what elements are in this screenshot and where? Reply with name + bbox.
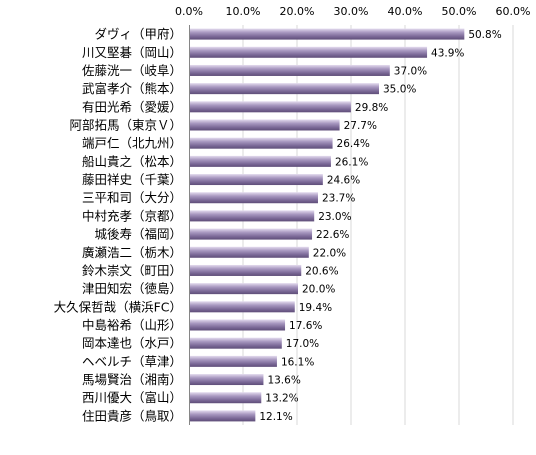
bar: [190, 301, 295, 313]
data-label: 19.4%: [299, 302, 332, 314]
bar: [190, 246, 309, 258]
x-tick-label: 0.0%: [175, 5, 203, 18]
data-label: 43.9%: [431, 47, 464, 59]
data-label: 35.0%: [383, 84, 416, 96]
bars: [190, 28, 465, 422]
data-label: 27.7%: [344, 120, 377, 132]
category-label: 佐藤洸一（岐阜）: [82, 63, 182, 78]
category-label: 岡本達也（水戸）: [82, 336, 182, 351]
x-tick-label: 10.0%: [226, 5, 261, 18]
category-label: 大久保哲哉（横浜FC）: [54, 299, 182, 314]
x-tick-label: 60.0%: [496, 5, 531, 18]
bar: [190, 410, 256, 422]
category-label: 藤田祥史（千葉）: [82, 172, 182, 187]
bar: [190, 228, 313, 240]
category-label: ヘベルチ（草津）: [82, 354, 182, 369]
x-tick-label: 20.0%: [280, 5, 315, 18]
data-label: 17.0%: [286, 338, 319, 350]
data-label: 16.1%: [281, 356, 314, 368]
bar: [190, 83, 379, 95]
data-label: 26.4%: [337, 138, 370, 150]
bar: [190, 210, 315, 222]
category-label: 城後寿（福岡）: [94, 227, 182, 242]
bar: [190, 64, 390, 76]
data-label: 23.0%: [318, 211, 351, 223]
data-label: 13.2%: [265, 393, 298, 405]
category-label: 川又堅碁（岡山）: [82, 45, 182, 60]
category-label: 西川優大（富山）: [82, 390, 182, 405]
category-label: 住田貴彦（鳥取）: [82, 408, 182, 423]
category-label: 有田光希（愛媛）: [82, 99, 182, 114]
category-labels: ダヴィ（甲府） 川又堅碁（岡山） 佐藤洸一（岐阜） 武富孝介（熊本） 有田光希（愛媛） 阿…: [54, 27, 182, 424]
category-label: 津田知宏（徳島）: [82, 281, 182, 296]
bar: [190, 155, 331, 167]
category-label: 船山貴之（松本）: [82, 154, 182, 169]
data-label: 12.1%: [259, 411, 292, 423]
bar: [190, 28, 465, 40]
category-label: 三平和司（大分）: [82, 190, 182, 205]
bar: [190, 283, 298, 295]
bar: [190, 192, 318, 204]
data-label: 50.8%: [468, 29, 501, 41]
category-label: 阿部拓馬（東京Ｖ）: [69, 118, 182, 133]
data-label: 22.6%: [316, 229, 349, 241]
data-label: 22.0%: [313, 247, 346, 259]
bar: [190, 119, 340, 131]
category-label: ダヴィ（甲府）: [94, 27, 182, 42]
category-label: 鈴木崇文（町田）: [82, 263, 182, 278]
bar: [190, 101, 351, 113]
bar: [190, 374, 264, 386]
x-tick-label: 30.0%: [334, 5, 369, 18]
bar: [190, 392, 262, 404]
bar: [190, 264, 302, 276]
x-tick-label: 50.0%: [442, 5, 477, 18]
category-label: 武富孝介（熊本）: [82, 81, 182, 96]
x-axis-ticks: 0.0% 10.0% 20.0% 30.0% 40.0% 50.0% 60.0%: [175, 5, 530, 18]
bar: [190, 337, 282, 349]
data-label: 23.7%: [322, 193, 355, 205]
data-label: 26.1%: [335, 156, 368, 168]
bar: [190, 46, 428, 58]
category-label: 中村充孝（京都）: [82, 208, 182, 223]
category-label: 端戸仁（北九州）: [82, 136, 182, 151]
data-label: 20.6%: [305, 265, 338, 277]
category-label: 中島裕希（山形）: [82, 318, 182, 333]
data-label: 17.6%: [289, 320, 322, 332]
bar: [190, 319, 286, 331]
data-label: 29.8%: [355, 102, 388, 114]
x-tick-label: 40.0%: [388, 5, 423, 18]
data-label: 24.6%: [327, 175, 360, 187]
data-labels: 50.8% 43.9% 37.0% 35.0% 29.8% 27.7% 26.4% 26.1%…: [259, 29, 501, 423]
data-label: 13.6%: [267, 375, 300, 387]
bar: [190, 174, 323, 186]
category-label: 廣瀬浩二（栃木）: [82, 245, 182, 260]
category-label: 馬場賢治（湘南）: [82, 372, 182, 387]
data-label: 20.0%: [302, 284, 335, 296]
bar: [190, 355, 277, 367]
bar: [190, 137, 333, 149]
data-label: 37.0%: [394, 65, 427, 77]
